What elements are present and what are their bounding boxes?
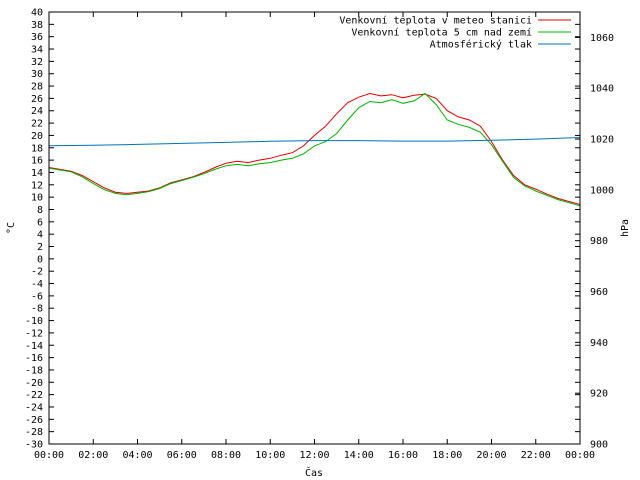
y-tick-label: -18 — [25, 365, 43, 376]
y-tick-label: -2 — [31, 267, 43, 278]
y-tick-label: 4 — [37, 230, 43, 241]
x-tick-label: 18:00 — [432, 450, 462, 461]
y-tick-label: -20 — [25, 378, 43, 389]
y-tick-label: 10 — [31, 193, 43, 204]
legend-label-1: Venkovní teplota v meteo stanici — [339, 15, 532, 27]
y-axis-label: °C — [6, 222, 17, 234]
y2-tick-label: 960 — [590, 287, 608, 298]
y-tick-label: 16 — [31, 156, 43, 167]
y-tick-label: 6 — [37, 217, 43, 228]
y-tick-label: -14 — [25, 341, 43, 352]
x-tick-label: 20:00 — [476, 450, 506, 461]
y-tick-label: -30 — [25, 440, 43, 451]
ticks-layer: 4038363432302826242220181614121086420-2-… — [25, 8, 614, 462]
y-tick-label: 0 — [37, 254, 43, 265]
y2-axis-label: hPa — [620, 219, 631, 237]
y2-tick-label: 1040 — [590, 84, 614, 95]
y2-tick-label: 920 — [590, 389, 608, 400]
y-tick-label: -16 — [25, 353, 43, 364]
legend: Venkovní teplota v meteo staniciVenkovní… — [339, 15, 571, 51]
series-line-2 — [48, 92, 581, 207]
x-axis-label: Čas — [305, 466, 323, 479]
y-tick-label: -24 — [25, 402, 43, 413]
y-tick-label: 38 — [31, 20, 43, 31]
x-tick-label: 02:00 — [78, 450, 108, 461]
y2-tick-label: 980 — [590, 236, 608, 247]
x-tick-label: 00:00 — [34, 450, 64, 461]
x-tick-label: 00:00 — [565, 450, 595, 461]
x-tick-label: 12:00 — [299, 450, 329, 461]
y-tick-label: 30 — [31, 69, 43, 80]
legend-label-3: Atmosférický tlak — [430, 39, 532, 51]
y-tick-label: 20 — [31, 131, 43, 142]
x-tick-label: 04:00 — [122, 450, 152, 461]
y-tick-label: 36 — [31, 32, 43, 43]
y-tick-label: 12 — [31, 180, 43, 191]
y2-tick-label: 1000 — [590, 185, 614, 196]
y-tick-label: 24 — [31, 106, 43, 117]
y2-tick-label: 1020 — [590, 135, 614, 146]
x-tick-label: 10:00 — [255, 450, 285, 461]
y-tick-label: -28 — [25, 427, 43, 438]
series-layer — [48, 92, 581, 207]
x-tick-label: 16:00 — [388, 450, 418, 461]
plot-border — [48, 11, 581, 445]
x-tick-label: 06:00 — [167, 450, 197, 461]
y-tick-label: 14 — [31, 168, 43, 179]
y2-tick-label: 940 — [590, 338, 608, 349]
y-tick-label: -8 — [31, 304, 43, 315]
y-tick-label: 26 — [31, 94, 43, 105]
y-tick-label: 32 — [31, 57, 43, 68]
y-tick-label: -22 — [25, 390, 43, 401]
y-tick-label: 8 — [37, 205, 43, 216]
y-tick-label: 40 — [31, 8, 43, 19]
y2-tick-label: 1060 — [590, 33, 614, 44]
y-tick-label: -10 — [25, 316, 43, 327]
series-line-1 — [48, 92, 581, 205]
y-tick-label: 18 — [31, 143, 43, 154]
legend-label-2: Venkovní teplota 5 cm nad zemí — [351, 27, 532, 39]
y-tick-label: -6 — [31, 291, 43, 302]
y-tick-label: 22 — [31, 119, 43, 130]
x-tick-label: 08:00 — [211, 450, 241, 461]
y-tick-label: 2 — [37, 242, 43, 253]
y-tick-label: -12 — [25, 328, 43, 339]
y-tick-label: 28 — [31, 82, 43, 93]
y-tick-label: 34 — [31, 45, 43, 56]
x-tick-label: 14:00 — [344, 450, 374, 461]
x-tick-label: 22:00 — [521, 450, 551, 461]
series-line-3 — [48, 137, 581, 147]
y-tick-label: -26 — [25, 415, 43, 426]
y2-tick-label: 900 — [590, 440, 608, 451]
y-tick-label: -4 — [31, 279, 43, 290]
